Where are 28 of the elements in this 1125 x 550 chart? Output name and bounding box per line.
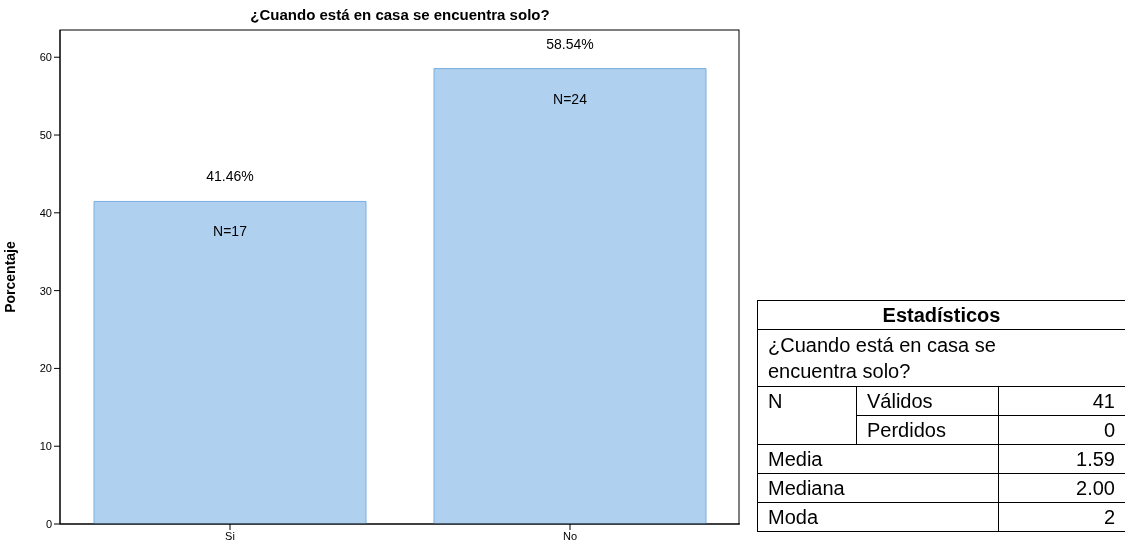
y-tick-label: 30: [39, 284, 52, 297]
data-label: 58.54%: [546, 35, 594, 52]
y-tick-label: 50: [39, 128, 52, 141]
text: 41: [998, 386, 1125, 416]
annotation: N=17: [213, 223, 248, 240]
text: 1.59: [998, 444, 1125, 474]
text: Perdidos: [856, 415, 999, 445]
x-tick-label: No: [562, 529, 578, 542]
y-tick-label: 20: [39, 362, 52, 375]
x-tick-label: Si: [225, 529, 235, 542]
y-axis-title: Porcentaje: [1, 241, 18, 313]
text: 2: [998, 502, 1125, 532]
chart-title: ¿Cuando está en casa se encuentra solo?: [250, 6, 550, 23]
y-tick-label: 60: [39, 51, 52, 64]
y-tick-label: 40: [39, 206, 52, 219]
text: 2.00: [998, 473, 1125, 503]
text: Mediana: [757, 473, 999, 503]
text: ¿Cuando está en casa se encuentra solo?: [768, 333, 997, 384]
y-tick-label: 10: [39, 440, 52, 453]
data-label: 41.46%: [206, 168, 254, 185]
y-tick-label: 0: [45, 517, 52, 530]
text: Estadísticos: [757, 300, 1125, 330]
text: Moda: [757, 502, 999, 532]
text: Válidos: [856, 386, 999, 416]
text: 0: [998, 415, 1125, 445]
text: Media: [757, 444, 999, 474]
text: N: [757, 386, 857, 445]
annotation: N=24: [553, 90, 588, 107]
